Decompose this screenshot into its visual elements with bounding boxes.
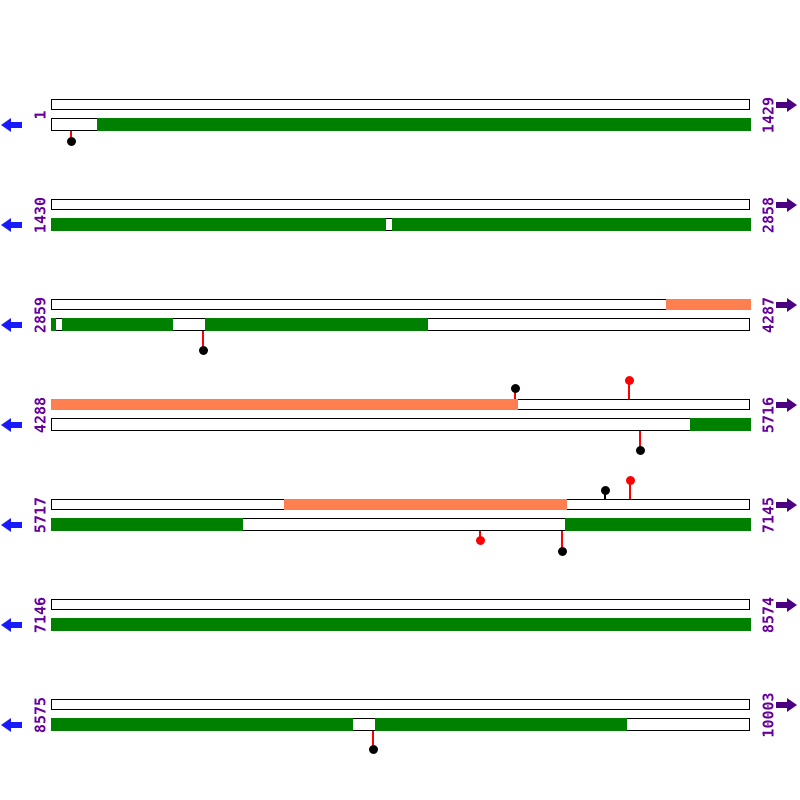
- feature-segment-green: [205, 318, 428, 331]
- marker-stem: [561, 531, 563, 548]
- feature-segment-green: [392, 218, 751, 231]
- marker-stem: [604, 493, 606, 499]
- marker-stem: [514, 391, 516, 399]
- fragment-end-label: 5716: [759, 396, 778, 434]
- scroll-left-arrow-icon[interactable]: [1, 416, 23, 434]
- top-strand-track: [51, 499, 750, 510]
- feature-segment-green: [97, 118, 751, 131]
- fragment-end-label: 8574: [759, 596, 778, 634]
- bottom-strand-track: [51, 118, 751, 131]
- marker-dot: [510, 383, 520, 393]
- top-strand-track: [51, 299, 751, 310]
- fragment-end-label: 7145: [759, 496, 778, 534]
- feature-segment-orange: [284, 499, 567, 510]
- scroll-right-arrow-icon[interactable]: [776, 396, 798, 414]
- feature-segment-green: [51, 618, 751, 631]
- scroll-right-arrow-icon[interactable]: [776, 296, 798, 314]
- marker-stem: [70, 131, 72, 138]
- scroll-right-arrow-icon[interactable]: [776, 696, 798, 714]
- fragment-start-label: 2859: [31, 296, 50, 334]
- top-strand-track: [51, 699, 750, 710]
- fragment-end-label: 2858: [759, 196, 778, 234]
- fragment-start-label: 5717: [31, 496, 50, 534]
- fragment-start-label: 1: [31, 110, 50, 120]
- feature-segment-green: [565, 518, 751, 531]
- top-strand-track: [51, 399, 750, 410]
- scroll-right-arrow-icon[interactable]: [776, 596, 798, 614]
- marker-dot: [600, 485, 610, 495]
- fragment-start-label: 8575: [31, 696, 50, 734]
- feature-segment-green: [375, 718, 627, 731]
- marker-dot: [66, 136, 76, 146]
- marker-dot: [557, 546, 567, 556]
- fragment-end-label: 10003: [759, 692, 778, 738]
- marker-stem: [202, 331, 204, 347]
- feature-segment-orange: [666, 299, 751, 310]
- scroll-left-arrow-icon[interactable]: [1, 516, 23, 534]
- marker-dot: [368, 744, 378, 754]
- scroll-left-arrow-icon[interactable]: [1, 216, 23, 234]
- top-strand-track: [51, 199, 750, 210]
- scroll-right-arrow-icon[interactable]: [776, 496, 798, 514]
- bottom-strand-track: [51, 518, 751, 531]
- fragment-end-label: 1429: [759, 96, 778, 134]
- marker-stem: [639, 431, 641, 447]
- scroll-left-arrow-icon[interactable]: [1, 116, 23, 134]
- scroll-right-arrow-icon[interactable]: [776, 196, 798, 214]
- top-strand-track: [51, 99, 750, 110]
- scroll-right-arrow-icon[interactable]: [776, 96, 798, 114]
- bottom-strand-track: [51, 618, 751, 631]
- bottom-strand-track: [51, 218, 751, 231]
- marker-stem: [479, 531, 481, 537]
- fragment-start-label: 7146: [31, 596, 50, 634]
- bottom-strand-track: [51, 418, 751, 431]
- feature-segment-green: [62, 318, 173, 331]
- marker-dot: [475, 535, 485, 545]
- scroll-left-arrow-icon[interactable]: [1, 316, 23, 334]
- bottom-strand-track: [51, 318, 750, 331]
- feature-segment-orange: [51, 399, 518, 410]
- feature-segment-green: [51, 718, 353, 731]
- marker-dot: [625, 475, 635, 485]
- feature-segment-green: [51, 518, 243, 531]
- fragment-start-label: 4288: [31, 396, 50, 434]
- feature-segment-green: [51, 218, 386, 231]
- fragment-start-label: 1430: [31, 196, 50, 234]
- marker-stem: [372, 731, 374, 746]
- feature-segment-green: [51, 318, 56, 331]
- scroll-left-arrow-icon[interactable]: [1, 716, 23, 734]
- bottom-strand-track: [51, 718, 750, 731]
- top-strand-track: [51, 599, 750, 610]
- marker-dot: [624, 375, 634, 385]
- scroll-left-arrow-icon[interactable]: [1, 616, 23, 634]
- marker-dot: [198, 345, 208, 355]
- marker-stem: [628, 383, 630, 399]
- fragment-end-label: 4287: [759, 296, 778, 334]
- marker-dot: [635, 445, 645, 455]
- marker-stem: [629, 483, 631, 499]
- feature-segment-green: [690, 418, 751, 431]
